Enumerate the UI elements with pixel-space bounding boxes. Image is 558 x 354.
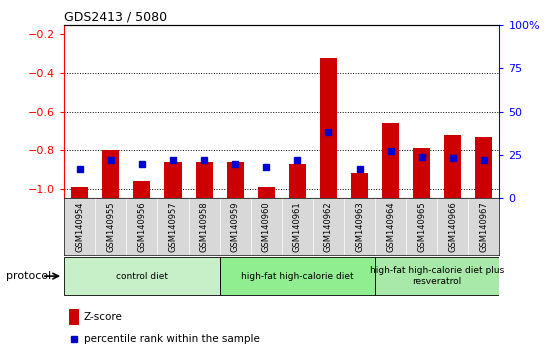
Text: GSM140966: GSM140966 [448,201,457,252]
Text: GSM140967: GSM140967 [479,201,488,252]
Text: protocol: protocol [6,271,51,281]
Text: control diet: control diet [116,272,168,281]
Bar [69,309,79,325]
Text: GSM140956: GSM140956 [137,201,146,252]
Text: GSM140964: GSM140964 [386,201,395,252]
Text: Z-score: Z-score [84,312,123,322]
Bar [227,162,244,198]
Bar [220,257,375,295]
Bar [351,173,368,198]
Text: GSM140954: GSM140954 [75,201,84,252]
Bar [195,162,213,198]
Text: GSM140957: GSM140957 [169,201,177,252]
Text: GDS2413 / 5080: GDS2413 / 5080 [64,11,167,24]
Bar [289,164,306,198]
Bar [71,187,88,198]
Bar [133,181,151,198]
Bar [258,187,275,198]
Bar [475,137,492,198]
Bar [165,162,181,198]
Text: high-fat high-calorie diet plus
resveratrol: high-fat high-calorie diet plus resverat… [370,267,504,286]
Bar [320,58,337,198]
Text: GSM140963: GSM140963 [355,201,364,252]
Text: GSM140955: GSM140955 [107,201,116,252]
Text: high-fat high-calorie diet: high-fat high-calorie diet [241,272,354,281]
Text: GSM140960: GSM140960 [262,201,271,252]
Text: GSM140961: GSM140961 [293,201,302,252]
Bar [444,135,461,198]
Text: GSM140959: GSM140959 [230,201,239,252]
Bar [382,123,399,198]
Bar [64,257,220,295]
Text: GSM140965: GSM140965 [417,201,426,252]
Text: GSM140962: GSM140962 [324,201,333,252]
Bar [413,148,430,198]
Text: GSM140958: GSM140958 [200,201,209,252]
Bar [102,150,119,198]
Text: percentile rank within the sample: percentile rank within the sample [84,334,259,344]
Bar [375,257,499,295]
